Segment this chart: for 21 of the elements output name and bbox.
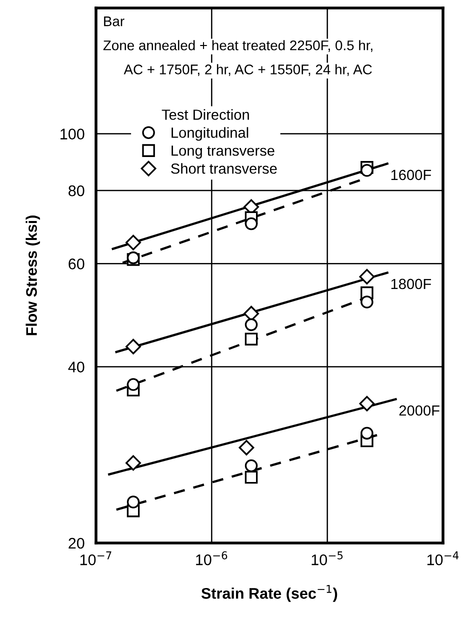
y-tick-label: 60 (68, 258, 84, 270)
x-tick-label: 10$^{−4}$ (427, 551, 459, 566)
x-tick-label: 10$^{−5}$ (312, 551, 343, 566)
series-label: 2000F (399, 405, 440, 416)
y-axis-title: Flow Stress (ksi) (26, 216, 40, 336)
x-tick-label: 10$^{−7}$ (80, 551, 112, 566)
y-tick-label: 20 (68, 538, 84, 549)
annotation: AC + 1750F, 2 hr, AC + 1550F, 24 hr, AC (124, 64, 372, 76)
series-label: 1800F (391, 278, 432, 290)
series-label: 1600F (391, 170, 432, 180)
legend-title: Test Direction (162, 109, 249, 120)
legend-label: Short transverse (171, 163, 277, 174)
y-tick-label: 40 (68, 362, 84, 372)
legend-label: Long transverse (172, 146, 274, 159)
annotation: Zone annealed + heat treated 2250F, 0.5 hr, (103, 40, 372, 52)
annotation: Bar (104, 16, 124, 26)
y-tick-label: 100 (60, 128, 84, 140)
legend-label: Longitudinal (172, 127, 248, 141)
x-tick-label: 10$^{−6}$ (196, 551, 228, 566)
y-tick-label: 80 (68, 185, 84, 196)
x-axis-title: Strain Rate (sec$^{−1}$) (201, 585, 338, 602)
